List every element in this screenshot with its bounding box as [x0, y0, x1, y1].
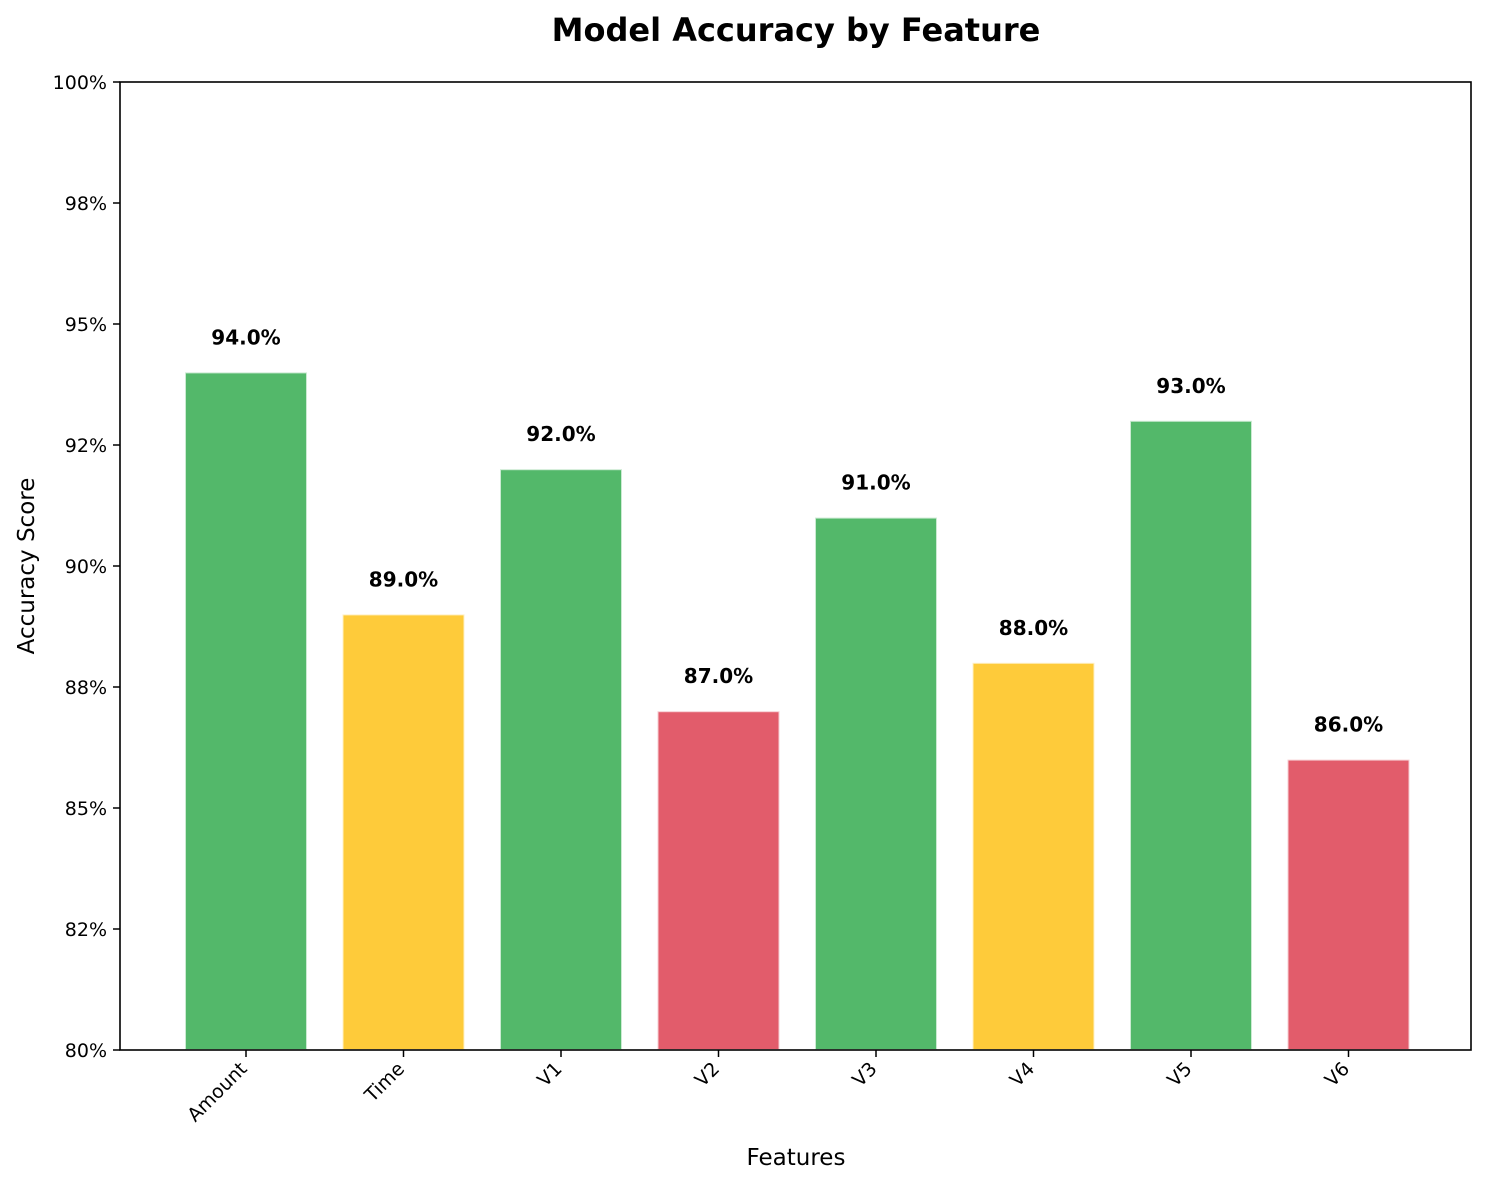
y-tick-label: 82% — [65, 919, 107, 941]
x-tick-label-v3: V3 — [848, 1058, 881, 1091]
y-tick-label: 90% — [65, 556, 107, 578]
x-tick-label-v4: V4 — [1006, 1058, 1039, 1091]
data-label-time: 89.0% — [369, 567, 438, 591]
y-axis-label: Accuracy Score — [14, 478, 40, 655]
y-tick-label: 88% — [65, 677, 107, 699]
x-tick-label-time: Time — [360, 1058, 409, 1107]
bars-group — [184, 371, 1411, 1052]
x-tick-label-v6: V6 — [1321, 1058, 1354, 1091]
bar-amount — [184, 371, 308, 1051]
data-label-v4: 88.0% — [999, 616, 1068, 640]
bar-v3 — [814, 516, 938, 1051]
x-axis-label: Features — [747, 1145, 846, 1171]
y-tick-label: 92% — [65, 435, 107, 457]
data-label-v6: 86.0% — [1314, 713, 1383, 737]
x-axis: Amount Time V1 V2 V3 V4 V5 V6 — [183, 1050, 1354, 1126]
y-axis: 80% 82% 85% 88% 90% 92% 95% 98% 100% — [53, 72, 120, 1062]
data-label-v5: 93.0% — [1156, 374, 1225, 398]
bar-v6 — [1286, 758, 1411, 1051]
y-tick-label: 80% — [65, 1040, 107, 1062]
plot-frame — [119, 81, 1472, 1051]
data-label-v1: 92.0% — [526, 422, 595, 446]
y-tick-label: 98% — [65, 193, 107, 215]
bar-time — [341, 613, 466, 1052]
data-labels-group: 94.0% 89.0% 92.0% 87.0% 91.0% 88.0% 93.0% 86.0% — [211, 325, 1383, 736]
chart-title: Model Accuracy by Feature — [552, 11, 1041, 49]
y-tick-label: 85% — [65, 798, 107, 820]
x-tick-label-v1: V1 — [533, 1058, 566, 1091]
bar-v2 — [656, 710, 781, 1051]
y-tick-label: 95% — [65, 314, 107, 336]
bar-v1 — [499, 468, 623, 1051]
x-tick-label-v5: V5 — [1163, 1058, 1196, 1091]
x-tick-label-amount: Amount — [183, 1058, 251, 1126]
data-label-amount: 94.0% — [211, 325, 280, 349]
data-label-v2: 87.0% — [684, 664, 753, 688]
y-tick-label: 100% — [53, 72, 107, 94]
data-label-v3: 91.0% — [841, 471, 910, 495]
bar-v4 — [971, 661, 1096, 1051]
bar-v5 — [1129, 419, 1253, 1051]
x-tick-label-v2: V2 — [691, 1058, 724, 1091]
